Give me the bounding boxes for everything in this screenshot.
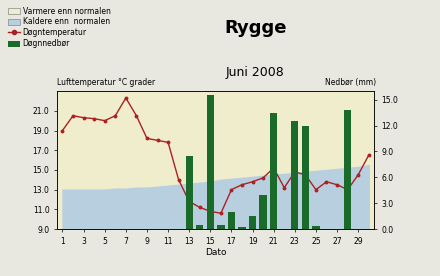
Text: Juni 2008: Juni 2008 (226, 66, 285, 79)
Bar (291, 121, 298, 229)
Text: Rygge: Rygge (224, 19, 286, 37)
Bar (302, 126, 309, 229)
Bar (196, 225, 203, 229)
Bar (312, 227, 319, 229)
Bar (238, 227, 246, 229)
Bar (217, 225, 224, 229)
Bar (249, 216, 256, 229)
Bar (260, 195, 267, 229)
Bar (270, 113, 277, 229)
Bar (228, 212, 235, 229)
X-axis label: Dato: Dato (205, 248, 226, 258)
Text: Nedbør (mm): Nedbør (mm) (325, 78, 376, 87)
Text: Lufttemperatur °C grader: Lufttemperatur °C grader (57, 78, 155, 87)
Bar (186, 156, 193, 229)
Bar (207, 95, 214, 229)
Legend: Varmere enn normalen, Kaldere enn  normalen, Døgntemperatur, Døgnnedbør: Varmere enn normalen, Kaldere enn normal… (8, 7, 110, 48)
Bar (344, 110, 351, 229)
